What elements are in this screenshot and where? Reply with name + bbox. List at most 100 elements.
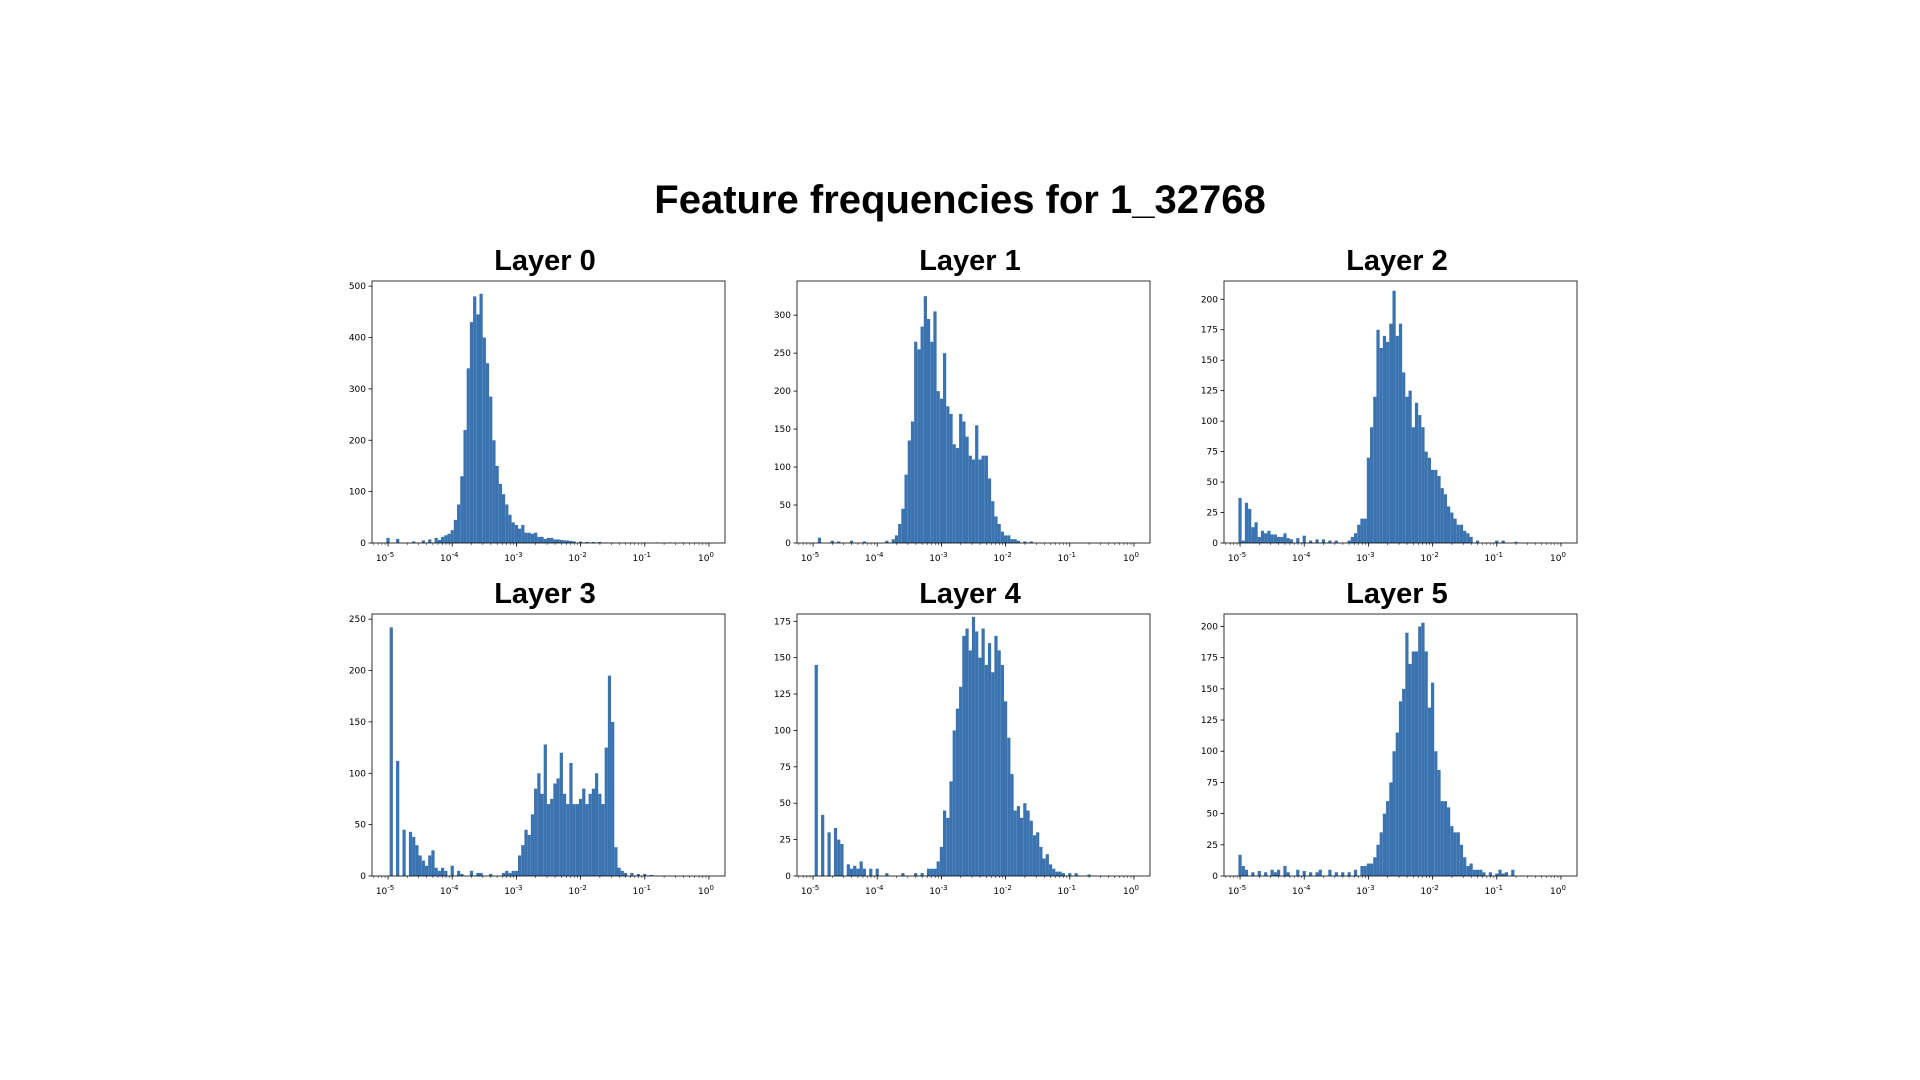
histogram-bar <box>1475 540 1480 543</box>
histogram-bar <box>614 847 618 876</box>
histogram-bar <box>617 867 621 876</box>
histogram-bar <box>1463 857 1467 876</box>
histogram-bar <box>524 532 528 543</box>
histogram-bar <box>1283 533 1287 543</box>
histogram-bar <box>991 672 995 876</box>
histogram-bar <box>933 311 937 543</box>
histogram-bar <box>1353 533 1358 543</box>
histogram-bar <box>1244 502 1249 543</box>
histogram-bar <box>1267 530 1271 543</box>
histogram-bar <box>1241 866 1245 876</box>
histogram-bar <box>1443 801 1448 876</box>
histogram-bar <box>1016 806 1021 876</box>
histogram-bar <box>971 459 976 543</box>
histogram-bar <box>1257 536 1261 543</box>
histogram-bar <box>968 455 972 543</box>
histogram-bar <box>821 814 825 876</box>
y-tick-label: 50 <box>1207 478 1219 488</box>
histogram-bar <box>1370 863 1374 876</box>
histogram-bar <box>917 349 921 543</box>
histogram-bar <box>939 398 944 543</box>
histogram-bar <box>1276 869 1281 876</box>
histogram-bar <box>1463 530 1467 543</box>
panel-title: Layer 1 <box>919 245 1021 277</box>
y-tick-label: 150 <box>774 425 791 435</box>
histogram-bar <box>479 293 483 543</box>
histogram-bar <box>965 628 969 876</box>
y-tick-label: 300 <box>349 385 366 395</box>
histogram-bar <box>1466 866 1470 876</box>
histogram-bar <box>981 455 985 543</box>
histogram-bar <box>1504 872 1509 876</box>
histogram-bar <box>607 675 612 876</box>
histogram-bar <box>914 341 918 543</box>
histogram-bar <box>1443 494 1448 543</box>
histogram-bar <box>1402 372 1406 543</box>
x-tick-label: 10-1 <box>1058 551 1076 564</box>
histogram-bar <box>1430 469 1435 543</box>
histogram-bar <box>421 540 425 543</box>
y-tick-label: 100 <box>1201 747 1218 757</box>
histogram-bar <box>508 514 512 543</box>
histogram-bar <box>1032 835 1037 876</box>
histogram-bar <box>389 627 393 876</box>
histogram-bar <box>1328 869 1332 876</box>
y-tick-label: 0 <box>360 872 366 882</box>
bars <box>1238 290 1518 543</box>
y-tick-label: 0 <box>1212 872 1218 882</box>
histogram-bar <box>1023 803 1027 876</box>
histogram-bar <box>476 872 480 876</box>
histogram-bar <box>386 537 390 543</box>
y-tick-label: 50 <box>355 821 367 831</box>
y-tick-label: 100 <box>349 769 366 779</box>
histogram-bar <box>1026 810 1030 876</box>
histogram-bar <box>1055 871 1059 876</box>
histogram-bar <box>997 650 1001 876</box>
y-tick-label: 125 <box>774 690 791 700</box>
histogram-bar <box>582 788 586 876</box>
histogram-bar <box>489 396 493 543</box>
histogram-bar <box>1366 863 1371 876</box>
histogram-svg: 0 25 50 75 100 125 150 175 10-5 10-4 10-3 10-2 10-1 1… <box>774 613 1151 897</box>
x-tick-label: 10-3 <box>929 551 947 564</box>
histogram-bar <box>1392 751 1396 876</box>
y-tick-label: 200 <box>774 387 791 397</box>
histogram-bar <box>994 516 998 543</box>
histogram-bar <box>1353 869 1358 876</box>
y-tick-label: 0 <box>785 872 791 882</box>
histogram-bar <box>511 870 515 876</box>
histogram-bar <box>1398 701 1403 876</box>
histogram-bar <box>1334 872 1338 876</box>
histogram-bar <box>534 788 538 876</box>
histogram-bar <box>1302 535 1306 543</box>
histogram-bar <box>1270 534 1274 543</box>
histogram-bar <box>620 870 624 876</box>
histogram-bar <box>817 537 822 543</box>
histogram-bar <box>530 814 535 876</box>
histogram-bar <box>955 448 960 543</box>
histogram-bar <box>1013 810 1017 876</box>
histogram-bar <box>1421 427 1425 543</box>
x-tick-label: 10-4 <box>440 884 459 897</box>
histogram-bar <box>1286 538 1290 543</box>
histogram-bar <box>1302 871 1306 876</box>
histogram-bar <box>396 760 400 876</box>
histogram-bar <box>1264 533 1268 543</box>
histogram-bar <box>623 872 628 876</box>
x-tick-label: 10-1 <box>1485 884 1503 897</box>
histogram-bar <box>498 483 502 543</box>
histogram-bar <box>987 643 992 876</box>
y-tick-label: 200 <box>1201 295 1218 305</box>
x-tick-label: 10-4 <box>1292 884 1311 897</box>
histogram-bar <box>546 537 551 543</box>
histogram-bar <box>1029 820 1033 876</box>
histogram-bar <box>1440 488 1444 543</box>
histogram-bar <box>869 868 873 876</box>
histogram-bar <box>444 870 448 876</box>
histogram-bar <box>1341 872 1345 876</box>
histogram-bar <box>514 870 519 876</box>
histogram-panel-layer-1: 0 50 100 150 200 250 300 10-5 10-4 10-3 10-2 10-1 10… <box>760 245 1180 582</box>
histogram-bar <box>1511 869 1515 876</box>
histogram-bar <box>1456 524 1460 543</box>
y-tick-label: 75 <box>780 763 791 773</box>
